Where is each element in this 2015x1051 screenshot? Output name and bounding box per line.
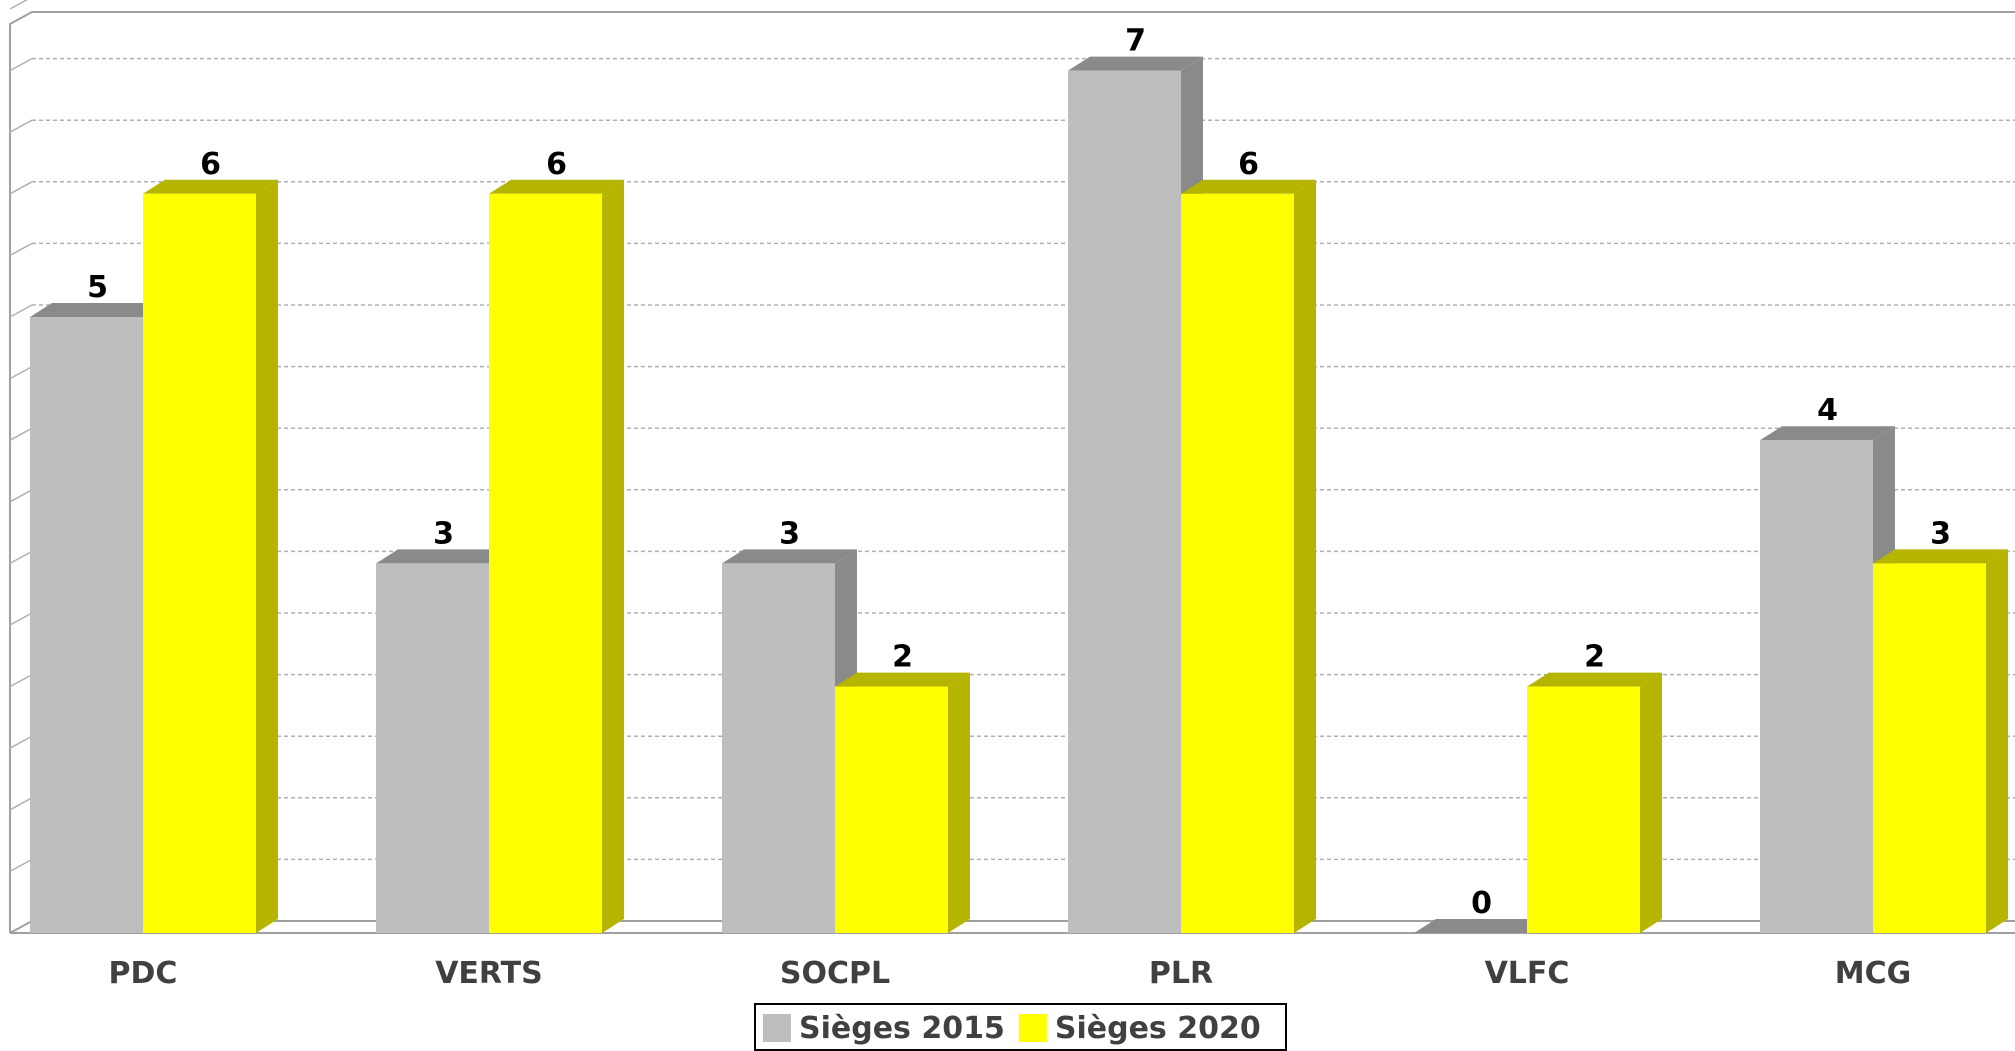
bar xyxy=(1873,563,1986,933)
bar-value-label: 3 xyxy=(433,516,454,551)
category-label: VLFC xyxy=(1485,956,1570,991)
chart-frame xyxy=(9,11,2015,934)
gridline-tick xyxy=(9,181,33,195)
bar-value-label: 7 xyxy=(1125,24,1146,59)
bar-value-label: 5 xyxy=(87,270,108,305)
chart-floor xyxy=(9,920,2015,934)
bar-value-label: 6 xyxy=(200,147,221,182)
category-label: PDC xyxy=(109,956,178,991)
bar xyxy=(1527,686,1640,933)
legend-swatch xyxy=(763,1014,791,1042)
bar-value-label: 2 xyxy=(1584,640,1605,675)
bar-value-label: 2 xyxy=(892,640,913,675)
gridline-tick xyxy=(9,304,33,318)
category-label: MCG xyxy=(1835,956,1912,991)
bar-top xyxy=(722,549,857,564)
bar-side xyxy=(602,179,624,934)
gridlines xyxy=(9,0,2015,873)
bar xyxy=(1760,440,1873,933)
bar-side xyxy=(1294,179,1316,934)
gridline-tick xyxy=(9,57,33,72)
gridline-tick xyxy=(9,858,33,873)
bar-value-label: 4 xyxy=(1817,393,1838,428)
bar-side xyxy=(1640,672,1662,933)
gridline-tick xyxy=(9,797,33,811)
bar-top xyxy=(1068,56,1203,71)
bar-value-label: 6 xyxy=(546,147,567,182)
bar-side xyxy=(948,672,970,933)
legend-label: Sièges 2015 xyxy=(799,1011,1005,1046)
bar xyxy=(1068,70,1181,934)
gridline-tick xyxy=(9,612,33,626)
bar-side xyxy=(256,179,278,934)
bar-value-label: 0 xyxy=(1471,886,1492,921)
legend: Sièges 2015 Sièges 2020 xyxy=(754,1003,1287,1051)
bar-top xyxy=(143,179,278,194)
bar-top xyxy=(489,179,624,194)
bar xyxy=(722,563,835,933)
bar-top xyxy=(1873,549,2008,564)
gridline-tick xyxy=(9,673,33,688)
gridline-tick xyxy=(9,550,33,565)
bar-top xyxy=(1760,426,1895,441)
category-labels: PDC VERTS SOCPL PLR VLFC MCG xyxy=(109,956,1912,991)
bar-top xyxy=(1414,919,1549,933)
legend-label: Sièges 2020 xyxy=(1055,1011,1261,1046)
bar xyxy=(30,317,143,933)
bar-value-label: 6 xyxy=(1238,147,1259,182)
gridline-tick xyxy=(9,427,33,441)
bars xyxy=(30,56,2008,934)
bar-top xyxy=(1527,672,1662,687)
bar-top xyxy=(835,672,970,687)
gridline-tick xyxy=(9,242,33,257)
gridline-tick xyxy=(9,365,33,380)
gridline-tick xyxy=(9,0,29,10)
data-labels: 5 6 3 6 3 2 7 6 0 2 4 3 xyxy=(87,24,1951,921)
gridline-tick xyxy=(9,119,33,133)
category-label: SOCPL xyxy=(780,956,890,991)
bar-top xyxy=(30,303,165,317)
category-label: VERTS xyxy=(435,956,543,991)
bar xyxy=(1181,193,1294,934)
gridline-tick xyxy=(9,735,33,749)
legend-swatch xyxy=(1018,1014,1047,1042)
bar xyxy=(143,193,256,934)
bar-value-label: 3 xyxy=(779,516,800,551)
bar-side xyxy=(1986,549,2008,933)
bar-value-label: 3 xyxy=(1930,516,1951,551)
bar xyxy=(376,563,489,933)
bar-top xyxy=(1181,179,1316,194)
gridline-tick xyxy=(9,489,33,503)
bar xyxy=(835,686,948,933)
bar xyxy=(489,193,602,934)
category-label: PLR xyxy=(1149,956,1213,991)
chart-back-wall xyxy=(9,11,2015,933)
bar-top xyxy=(376,549,511,564)
